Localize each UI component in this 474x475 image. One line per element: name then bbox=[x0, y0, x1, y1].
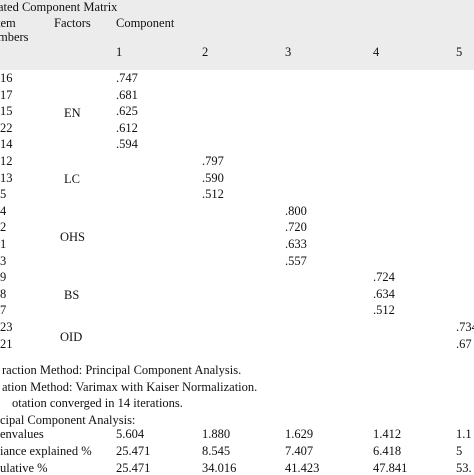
summary-label: iance explained % bbox=[0, 444, 92, 458]
loading-value: .557 bbox=[285, 253, 307, 268]
factor-label-bs: BS bbox=[64, 288, 80, 303]
summary-value: 5 bbox=[456, 444, 463, 458]
factor-label-oid: OID bbox=[60, 329, 83, 344]
item-number: 4 bbox=[0, 203, 7, 218]
component-column-4: 4 bbox=[373, 45, 380, 59]
item-number: 14 bbox=[0, 137, 13, 152]
item-number: 16 bbox=[0, 71, 13, 85]
item-number: 12 bbox=[0, 154, 13, 168]
loading-value: .724 bbox=[373, 270, 395, 285]
footnote-line: cipal Component Analysis: bbox=[0, 413, 136, 428]
factor-label-lc: LC bbox=[64, 171, 80, 186]
loading-value: .633 bbox=[285, 237, 307, 251]
component-column-5: 5 bbox=[456, 45, 463, 59]
summary-value: 41.423 bbox=[285, 461, 320, 475]
summary-value: 1.1 bbox=[456, 427, 472, 441]
item-number: 1 bbox=[0, 237, 7, 251]
summary-value: 6.418 bbox=[373, 444, 402, 458]
factor-label-en: EN bbox=[64, 105, 81, 120]
loading-value: .625 bbox=[116, 104, 138, 119]
loading-value: .720 bbox=[285, 220, 307, 235]
summary-value: 1.629 bbox=[285, 427, 314, 441]
item-number: 3 bbox=[0, 253, 7, 268]
footnote-line: ation Method: Varimax with Kaiser Normal… bbox=[2, 379, 258, 394]
summary-value: 25.471 bbox=[116, 444, 151, 458]
component-column-1: 1 bbox=[116, 45, 123, 59]
item-number: 17 bbox=[0, 87, 13, 102]
item-number: 13 bbox=[0, 170, 13, 185]
summary-value: 5.604 bbox=[116, 427, 145, 441]
loading-value: .612 bbox=[116, 120, 138, 135]
footnote-line: otation converged in 14 iterations. bbox=[12, 396, 183, 411]
component-header: Component bbox=[116, 16, 175, 30]
component-column-2: 2 bbox=[202, 45, 209, 59]
item-number: 8 bbox=[0, 286, 7, 301]
loading-value: .734 bbox=[456, 320, 474, 334]
loading-value: .681 bbox=[116, 87, 138, 102]
loading-value: .594 bbox=[116, 137, 138, 152]
item-number: 9 bbox=[0, 270, 7, 285]
summary-value: 1.412 bbox=[373, 427, 402, 441]
summary-label: envalues bbox=[0, 427, 44, 441]
footnote-line: raction Method: Principal Component Anal… bbox=[2, 363, 242, 377]
summary-value: 47.841 bbox=[373, 461, 408, 475]
table-title: ated Component Matrix bbox=[0, 0, 118, 14]
table-header-background bbox=[0, 0, 474, 70]
item-number: 2 bbox=[0, 220, 7, 235]
summary-value: 34.016 bbox=[202, 461, 237, 475]
summary-value: 53. bbox=[456, 461, 472, 475]
loading-value: .797 bbox=[202, 154, 224, 168]
loading-value: .634 bbox=[373, 286, 395, 301]
factor-label-ohs: OHS bbox=[60, 230, 86, 244]
item-number: 22 bbox=[0, 120, 13, 135]
item-number: 21 bbox=[0, 336, 13, 351]
loading-value: .590 bbox=[202, 170, 224, 185]
item-number: 15 bbox=[0, 104, 13, 119]
summary-value: 8.545 bbox=[202, 444, 231, 458]
loading-value: .512 bbox=[373, 303, 395, 318]
summary-value: 25.471 bbox=[116, 461, 151, 475]
loading-value: .800 bbox=[285, 203, 307, 218]
item-number: 23 bbox=[0, 320, 13, 334]
item-number: 5 bbox=[0, 187, 7, 202]
summary-label: ulative % bbox=[0, 461, 48, 475]
loading-value: .747 bbox=[116, 71, 138, 85]
loading-value: .512 bbox=[202, 187, 224, 202]
summary-value: 1.880 bbox=[202, 427, 231, 441]
item-numbers-header-line1: tem bbox=[0, 16, 16, 30]
item-numbers-header-line2: mbers bbox=[0, 30, 29, 44]
loading-value: .67 bbox=[456, 336, 472, 351]
factors-header: Factors bbox=[54, 16, 91, 30]
component-column-3: 3 bbox=[285, 45, 292, 59]
summary-value: 7.407 bbox=[285, 444, 314, 458]
item-number: 7 bbox=[0, 303, 7, 318]
